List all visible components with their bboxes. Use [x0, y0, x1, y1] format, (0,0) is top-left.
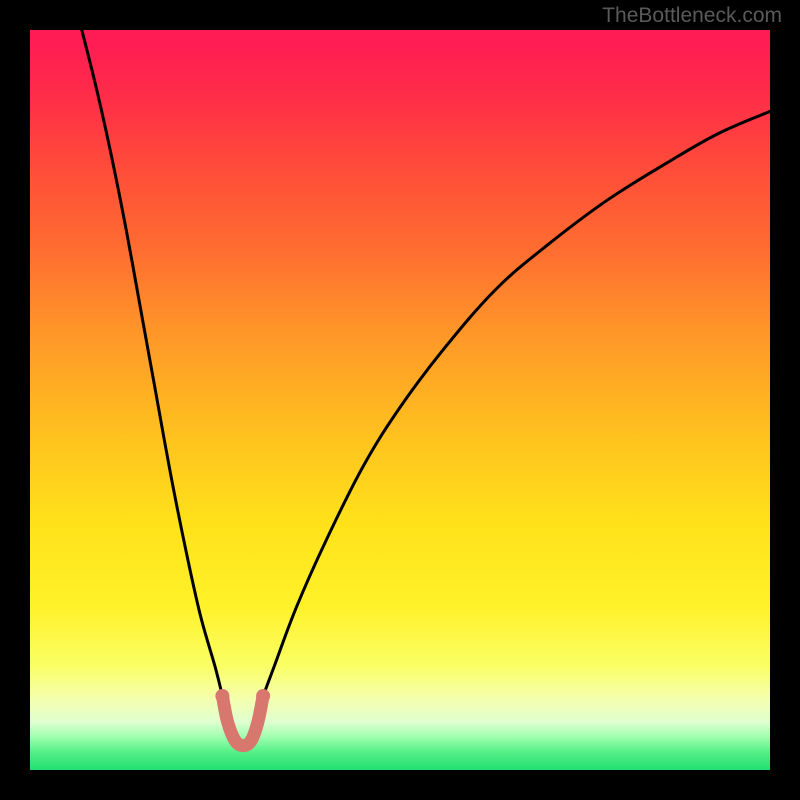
- watermark-text: TheBottleneck.com: [602, 4, 782, 28]
- gradient-background: [30, 30, 770, 770]
- valley-marker-endpoint: [215, 689, 229, 703]
- chart-svg: [0, 0, 800, 800]
- valley-marker-endpoint: [256, 689, 270, 703]
- chart-canvas: [0, 0, 800, 800]
